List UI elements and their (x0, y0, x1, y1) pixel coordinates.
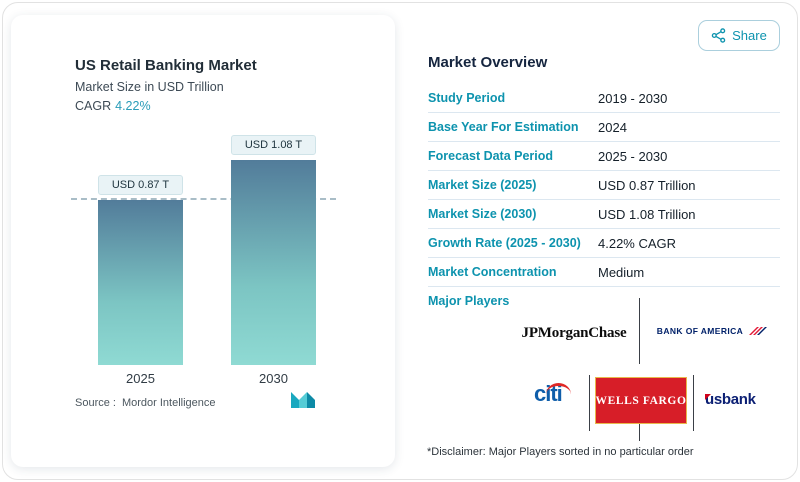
row-value: 4.22% CAGR (598, 235, 677, 251)
bar-2025 (98, 199, 183, 365)
table-row: Market Size (2025) USD 0.87 Trillion (428, 171, 780, 200)
major-players-label: Major Players (428, 294, 510, 308)
table-row: Market Size (2030) USD 1.08 Trillion (428, 200, 780, 229)
row-label: Forecast Data Period (428, 149, 554, 163)
player-divider-line (639, 424, 640, 441)
player-divider-line (693, 375, 694, 431)
cagr-value: 4.22% (115, 99, 151, 113)
usbank-logo: usbank (704, 391, 756, 408)
mordor-intelligence-logo (290, 389, 316, 414)
bar-2030 (231, 159, 316, 365)
row-label: Growth Rate (2025 - 2030) (428, 236, 581, 250)
overview-table: Study Period 2019 - 2030 Base Year For E… (428, 84, 780, 287)
table-row: Base Year For Estimation 2024 (428, 113, 780, 142)
wells-fargo-wordmark: WELLS FARGO (595, 394, 687, 407)
source-attribution: Source : Mordor Intelligence (75, 397, 216, 409)
row-label: Market Concentration (428, 265, 557, 279)
citi-arc-icon (546, 383, 571, 395)
chart-title: US Retail Banking Market (75, 57, 257, 74)
citi-logo: citi (534, 381, 571, 407)
share-button-label: Share (732, 28, 767, 43)
row-label: Market Size (2030) (428, 207, 537, 221)
player-divider-line (639, 298, 640, 364)
row-label: Base Year For Estimation (428, 120, 579, 134)
overview-title: Market Overview (428, 54, 548, 71)
reference-dashed-line (71, 197, 336, 200)
row-value: 2019 - 2030 (598, 90, 668, 106)
disclaimer-text: *Disclaimer: Major Players sorted in no … (427, 446, 694, 458)
row-value: USD 0.87 Trillion (598, 177, 696, 193)
chart-subtitle: Market Size in USD Trillion (75, 80, 224, 94)
table-row: Growth Rate (2025 - 2030) 4.22% CAGR (428, 229, 780, 258)
bank-of-america-flag-icon (747, 325, 768, 337)
table-row: Forecast Data Period 2025 - 2030 (428, 142, 780, 171)
source-name: Mordor Intelligence (121, 397, 216, 409)
source-label: Source : (75, 397, 116, 409)
bar-value-label-2030: USD 1.08 T (231, 134, 316, 155)
table-row: Study Period 2019 - 2030 (428, 84, 780, 113)
player-divider-line (589, 375, 590, 431)
cagr-label: CAGR (75, 99, 112, 113)
table-row: Market Concentration Medium (428, 258, 780, 287)
share-nodes-icon (711, 28, 726, 43)
market-chart-card: US Retail Banking Market Market Size in … (11, 15, 395, 467)
wells-fargo-logo: WELLS FARGO (595, 377, 687, 424)
row-value: 2025 - 2030 (598, 148, 668, 164)
jpmorgan-chase-logo: JPMorganChase (521, 325, 627, 341)
row-value: USD 1.08 Trillion (598, 206, 696, 222)
x-axis-label-2030: 2030 (259, 371, 288, 386)
row-value: Medium (598, 264, 645, 280)
bar-value-label-2025: USD 0.87 T (98, 174, 183, 195)
share-button[interactable]: Share (698, 20, 780, 51)
x-axis-label-2025: 2025 (126, 371, 155, 386)
row-label: Market Size (2025) (428, 178, 537, 192)
row-value: 2024 (598, 119, 627, 135)
row-label: Study Period (428, 91, 506, 105)
bar-chart-plot: USD 0.87 T USD 1.08 T 2025 2030 (11, 15, 395, 467)
bank-of-america-wordmark: BANK OF AMERICA (656, 326, 744, 336)
chart-cagr: CAGR 4.22% (75, 99, 151, 113)
bank-of-america-logo: BANK OF AMERICA (649, 325, 775, 337)
